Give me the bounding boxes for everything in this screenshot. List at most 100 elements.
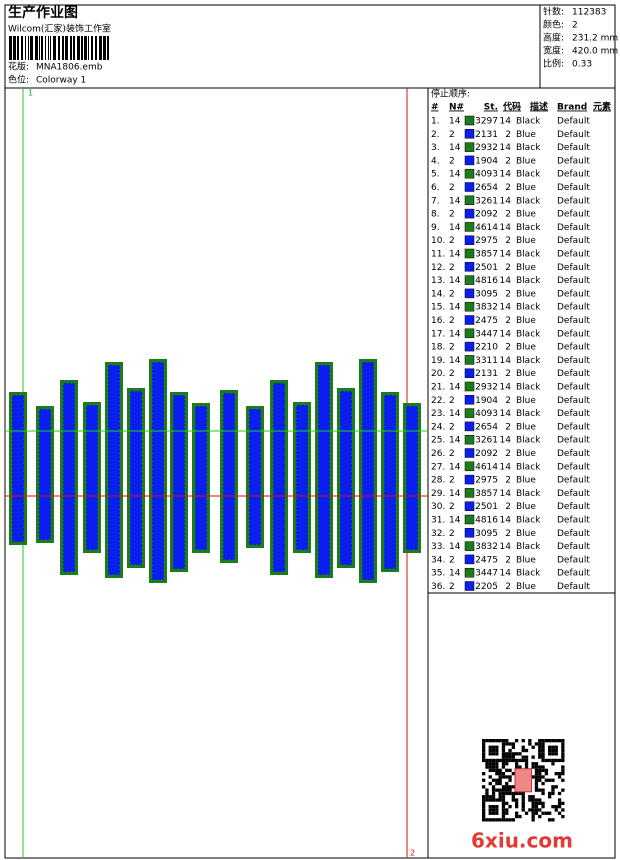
qr-module xyxy=(501,788,506,792)
row-stitches: 2092 xyxy=(475,449,498,459)
qr-module xyxy=(561,745,565,749)
row-needle: 14 xyxy=(449,462,461,472)
row-code: 14 xyxy=(500,489,512,499)
row-stitches: 2092 xyxy=(475,210,498,220)
row-needle: 14 xyxy=(449,223,461,233)
color-swatch xyxy=(464,381,475,392)
row-description: Blue xyxy=(516,449,536,459)
row-description: Black xyxy=(516,303,541,313)
color-swatch xyxy=(464,129,475,139)
qr-module xyxy=(531,805,535,809)
qr-module xyxy=(488,745,492,749)
row-index: 32. xyxy=(431,529,445,539)
qr-module xyxy=(554,748,558,753)
barcode-bar xyxy=(81,36,83,60)
row-brand: Default xyxy=(557,582,590,592)
qr-module xyxy=(491,808,496,812)
row-stitches: 2975 xyxy=(475,236,498,246)
qr-module xyxy=(505,752,509,756)
row-index: 27. xyxy=(431,462,445,472)
row-description: Blue xyxy=(516,130,536,140)
barcode-bar xyxy=(53,36,56,60)
qr-module xyxy=(491,765,496,769)
row-index: 34. xyxy=(431,555,445,565)
qr-module xyxy=(491,748,496,753)
qr-module xyxy=(482,752,486,756)
row-stitches: 2210 xyxy=(475,343,498,353)
qr-module xyxy=(524,811,529,815)
qr-module xyxy=(534,775,539,779)
row-index: 28. xyxy=(431,476,445,486)
qr-module xyxy=(482,808,486,812)
row-stitches: 3297 xyxy=(475,117,498,127)
qr-module xyxy=(482,805,486,809)
qr-module xyxy=(541,805,545,809)
row-stitches: 3832 xyxy=(475,542,498,552)
qr-module xyxy=(482,742,486,746)
qr-module xyxy=(491,739,496,743)
qr-module xyxy=(495,811,499,815)
qr-module xyxy=(534,801,539,805)
qr-module xyxy=(521,755,525,759)
qr-module xyxy=(554,745,558,749)
qr-module xyxy=(501,811,506,815)
qr-module xyxy=(515,791,519,796)
qr-module xyxy=(531,808,535,812)
stitch-fill xyxy=(222,392,236,561)
qr-module xyxy=(531,814,535,819)
qr-module xyxy=(482,755,486,759)
qr-module xyxy=(561,752,565,756)
row-needle: 2 xyxy=(449,236,455,246)
qr-module xyxy=(541,739,545,743)
qr-module xyxy=(554,739,558,743)
row-code: 2 xyxy=(505,476,511,486)
row-index: 6. xyxy=(431,183,440,193)
row-index: 15. xyxy=(431,303,445,313)
qr-module xyxy=(561,758,565,763)
column-header: St. xyxy=(484,103,498,113)
row-code: 2 xyxy=(505,422,511,432)
qr-module xyxy=(561,778,565,782)
qr-module xyxy=(548,758,552,763)
qr-module xyxy=(491,805,496,809)
stitch-fill xyxy=(11,394,25,543)
barcode xyxy=(9,36,109,60)
qr-module xyxy=(541,745,545,749)
qr-module xyxy=(561,765,565,769)
qr-module xyxy=(505,758,509,763)
qr-module xyxy=(501,814,506,819)
qr-module xyxy=(528,798,532,802)
qr-module xyxy=(501,739,506,743)
row-code: 2 xyxy=(505,236,511,246)
qr-module xyxy=(511,791,515,796)
qr-module xyxy=(528,795,532,799)
qr-module xyxy=(538,768,542,772)
qr-module xyxy=(491,788,496,792)
color-swatch xyxy=(464,182,475,192)
qr-module xyxy=(498,788,502,792)
qr-module xyxy=(541,742,545,746)
row-brand: Default xyxy=(557,316,590,326)
info-value: 2 xyxy=(572,21,578,31)
info-label: 针数: xyxy=(543,6,564,18)
qr-module xyxy=(495,765,499,769)
qr-module xyxy=(482,798,486,802)
row-description: Blue xyxy=(516,316,536,326)
row-description: Black xyxy=(516,329,541,339)
barcode-bar xyxy=(39,36,40,60)
row-description: Blue xyxy=(516,582,536,592)
color-swatch xyxy=(464,208,475,219)
studio: Wilcom(汇家)装饰工作室 xyxy=(8,23,111,35)
qr-module xyxy=(501,752,506,756)
qr-module xyxy=(534,742,539,746)
qr-module xyxy=(534,778,539,782)
qr-module xyxy=(531,818,535,822)
barcode-bar xyxy=(62,36,64,60)
info-label: 比例: xyxy=(543,58,564,70)
row-brand: Default xyxy=(557,223,590,233)
qr-module xyxy=(498,775,502,779)
barcode-bar xyxy=(91,36,93,60)
color-swatch xyxy=(464,275,475,285)
row-index: 3. xyxy=(431,143,440,153)
qr-module xyxy=(482,801,486,805)
